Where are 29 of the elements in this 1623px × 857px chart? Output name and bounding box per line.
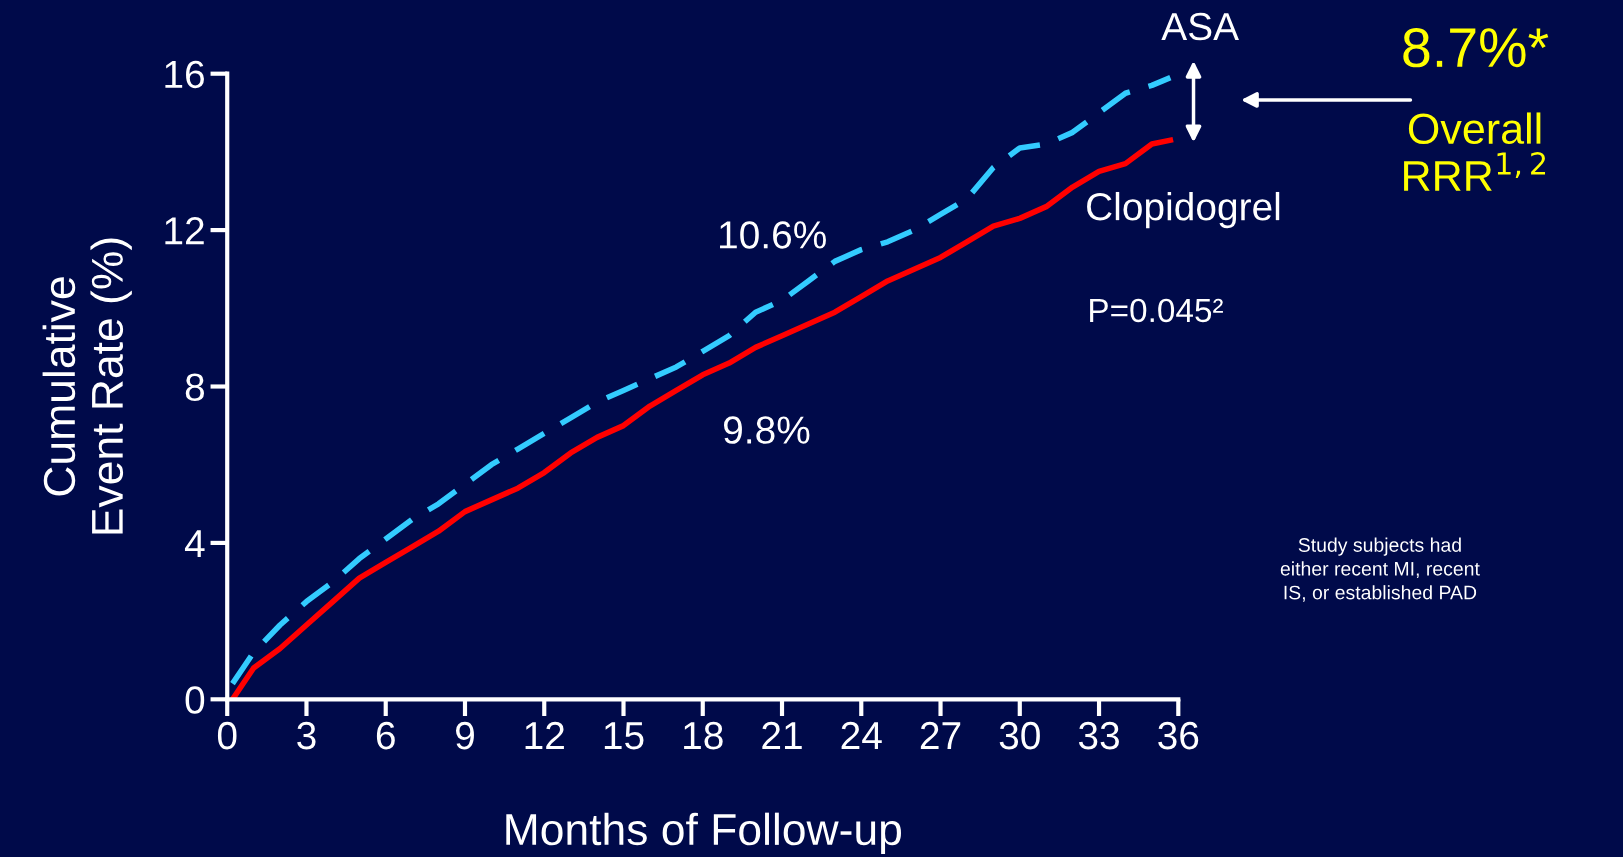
y-tick-label: 4 <box>184 530 205 557</box>
series-label: Clopidogrel <box>1087 191 1280 229</box>
y-tick-label: 8 <box>185 373 204 401</box>
x-tick-label: 33 <box>1078 721 1119 750</box>
x-tick-label: 6 <box>376 721 395 750</box>
x-tick-label: 21 <box>762 721 802 750</box>
y-axis-title: Cumulative Event Rate (%) <box>42 238 132 534</box>
x-axis-title: Months of Follow-up <box>506 812 901 855</box>
annotation: 10.6% <box>720 221 826 249</box>
y-tick-label: 16 <box>165 60 204 89</box>
x-tick-label: 9 <box>456 721 474 750</box>
y-tick-label: 0 <box>185 686 205 714</box>
x-tick-label: 12 <box>525 721 564 750</box>
annotation: P=0.045² <box>1090 298 1223 323</box>
x-tick-label: 3 <box>297 721 316 750</box>
annotation: 9.8% <box>723 416 810 444</box>
x-tick-label: 18 <box>684 721 723 750</box>
x-tick-label: 24 <box>841 721 882 750</box>
y-tick-label: 12 <box>165 217 204 245</box>
x-tick-label: 27 <box>920 721 961 750</box>
x-tick-label: 0 <box>217 721 237 750</box>
x-tick-label: 15 <box>604 722 644 750</box>
x-tick-label: 36 <box>1158 721 1199 750</box>
series-label: ASA <box>1161 12 1239 41</box>
text: Overall <box>1408 112 1541 145</box>
text: 8.7%* <box>1403 28 1549 68</box>
text: Study subjects had either recent MI, recent IS, or established PAD <box>1280 537 1480 602</box>
x-tick-label: 30 <box>999 721 1040 750</box>
text: RRR$^{1,2}$ <box>1404 152 1546 191</box>
